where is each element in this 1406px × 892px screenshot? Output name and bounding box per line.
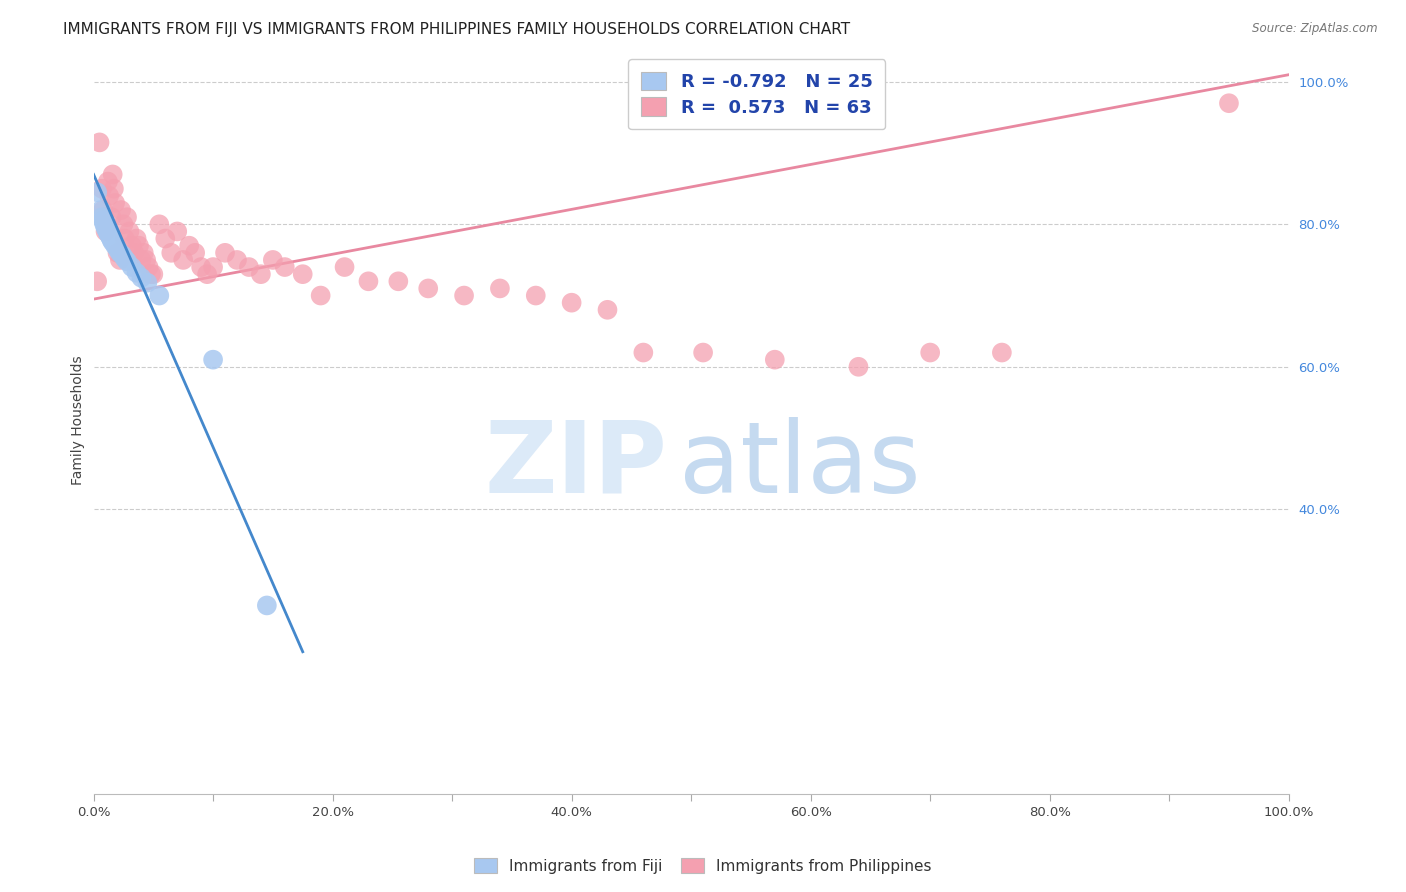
Point [132,245,155,260]
Point [98,230,121,244]
Point [97,226,120,240]
Point [125,231,148,245]
Point [291,267,314,281]
Point [238,260,260,274]
Point [991,345,1014,359]
Point [131,252,153,267]
Point [112,217,135,231]
Point [920,345,942,359]
Point [110,203,132,218]
Point [136,276,159,290]
Point [274,260,297,274]
Y-axis label: Family Households: Family Households [72,355,86,485]
Point [139,267,162,281]
Point [101,168,124,182]
Point [96,223,118,237]
Point [118,224,141,238]
Point [692,345,714,359]
Point [104,238,127,252]
Point [179,238,201,252]
Point [184,245,207,260]
Point [90,203,112,218]
Point [86,274,108,288]
Point [309,288,332,302]
Point [115,210,138,224]
Point [453,288,475,302]
Point [86,186,108,200]
Point [172,252,194,267]
Text: Source: ZipAtlas.com: Source: ZipAtlas.com [1253,22,1378,36]
Point [195,267,218,281]
Point [103,182,125,196]
Point [148,288,170,302]
Legend: Immigrants from Fiji, Immigrants from Philippines: Immigrants from Fiji, Immigrants from Ph… [468,852,938,880]
Point [256,599,278,613]
Point [418,281,440,295]
Point [138,260,160,274]
Point [98,227,121,242]
Point [100,233,122,247]
Point [763,352,786,367]
Point [128,238,150,252]
Point [108,252,131,267]
Point [131,270,153,285]
Point [202,352,225,367]
Point [121,260,143,274]
Point [148,217,170,231]
Point [94,224,117,238]
Point [160,245,183,260]
Point [107,245,129,260]
Point [94,220,117,235]
Point [135,252,157,267]
Point [100,210,122,224]
Point [333,260,356,274]
Point [114,231,136,245]
Point [91,203,114,218]
Point [262,252,284,267]
Point [122,245,145,260]
Point [115,254,138,268]
Point [387,274,409,288]
Point [357,274,380,288]
Point [91,213,114,227]
Point [166,224,188,238]
Point [1218,96,1240,111]
Point [97,175,120,189]
Point [596,302,619,317]
Point [111,248,134,262]
Point [524,288,547,302]
Text: atlas: atlas [679,417,921,514]
Point [101,235,124,249]
Point [98,189,121,203]
Point [155,231,177,245]
Point [250,267,273,281]
Point [226,252,249,267]
Point [108,245,131,260]
Text: IMMIGRANTS FROM FIJI VS IMMIGRANTS FROM PHILIPPINES FAMILY HOUSEHOLDS CORRELATIO: IMMIGRANTS FROM FIJI VS IMMIGRANTS FROM … [63,22,851,37]
Legend: R = -0.792   N = 25, R =  0.573   N = 63: R = -0.792 N = 25, R = 0.573 N = 63 [628,59,886,129]
Point [91,182,114,196]
Point [190,260,212,274]
Point [89,136,111,150]
Point [202,260,225,274]
Point [91,210,114,224]
Point [104,196,127,211]
Point [142,267,165,281]
Point [107,242,129,256]
Point [121,238,143,252]
Point [561,295,583,310]
Point [633,345,655,359]
Point [93,217,115,231]
Point [489,281,512,295]
Point [114,252,136,266]
Point [848,359,870,374]
Text: ZIP: ZIP [485,417,668,514]
Point [214,245,236,260]
Point [93,210,115,224]
Point [125,266,148,280]
